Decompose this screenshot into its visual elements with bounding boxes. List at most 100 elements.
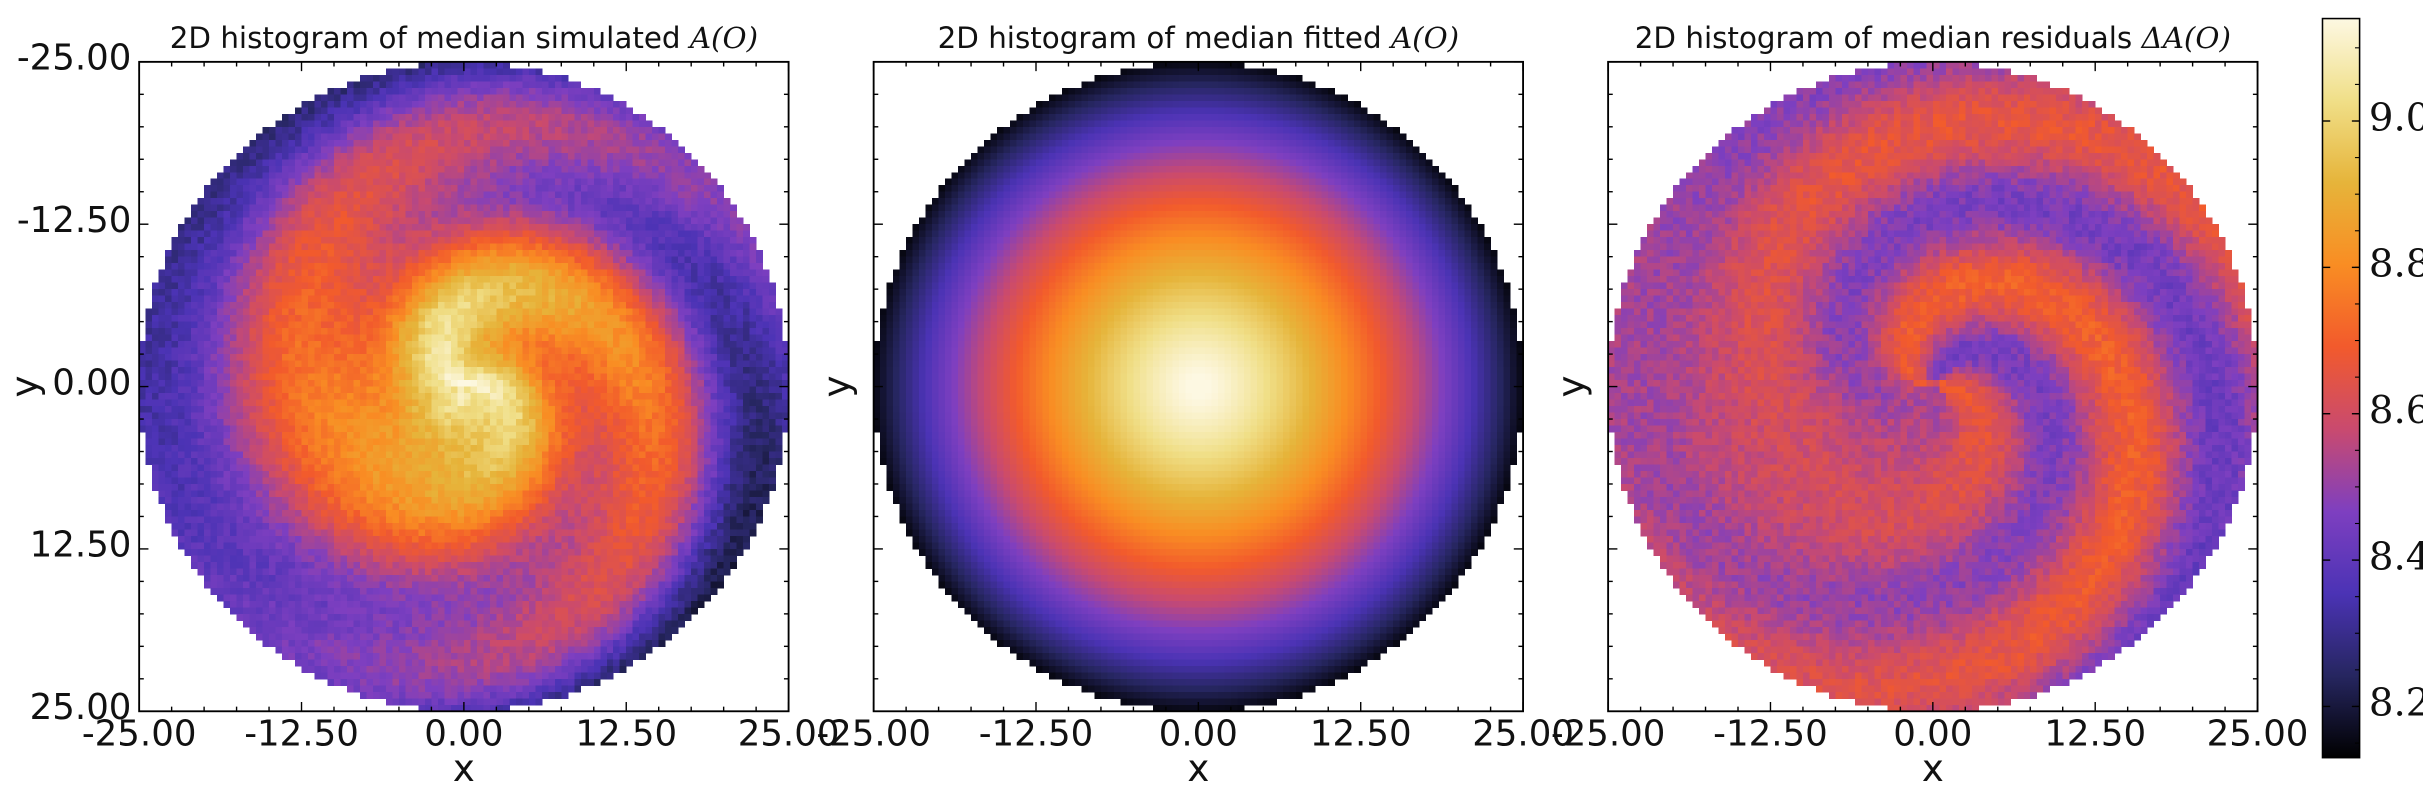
heatmap-cell (567, 126, 575, 134)
heatmap-cell (333, 146, 341, 154)
heatmap-cell (197, 412, 205, 420)
heatmap-cell (665, 269, 673, 277)
heatmap-cell (353, 100, 361, 108)
heatmap-cell (424, 211, 432, 219)
heatmap-cell (470, 133, 478, 141)
heatmap-cell (665, 191, 673, 199)
heatmap-cell (398, 328, 406, 336)
heatmap-cell (353, 425, 361, 433)
heatmap-cell (756, 289, 764, 297)
heatmap-cell (314, 386, 322, 394)
heatmap-cell (567, 204, 575, 212)
heatmap-cell (314, 445, 322, 452)
heatmap-cell (457, 159, 465, 167)
heatmap-cell (327, 211, 335, 219)
heatmap-cell (496, 386, 504, 394)
heatmap-cell (509, 315, 517, 323)
heatmap-cell (262, 438, 270, 446)
heatmap-cell (450, 74, 458, 82)
heatmap-cell (243, 315, 251, 323)
heatmap-cell (184, 419, 192, 426)
heatmap-cell (639, 412, 647, 420)
heatmap-cell (483, 237, 491, 245)
heatmap-cell (775, 412, 783, 420)
heatmap-cell (418, 211, 426, 219)
heatmap-cell (269, 328, 277, 336)
heatmap-cell (769, 354, 777, 362)
heatmap-cell (756, 282, 764, 290)
heatmap-cell (217, 178, 225, 186)
heatmap-cell (541, 263, 549, 271)
heatmap-cell (418, 438, 426, 446)
heatmap-cell (606, 113, 614, 121)
heatmap-cell (385, 399, 393, 407)
heatmap-cell (652, 302, 660, 310)
heatmap-cell (282, 432, 289, 439)
heatmap-cell (444, 68, 452, 76)
heatmap-cell (665, 334, 673, 342)
heatmap-cell (509, 165, 517, 173)
heatmap-cell (496, 321, 504, 329)
heatmap-cell (489, 432, 497, 439)
heatmap-cell (379, 315, 387, 323)
heatmap-cell (463, 237, 471, 245)
heatmap-cell (502, 198, 510, 206)
heatmap-cell (483, 367, 491, 375)
heatmap-cell (444, 328, 452, 336)
heatmap-cell (184, 256, 192, 264)
heatmap-cell (217, 399, 225, 407)
heatmap-cell (340, 341, 348, 349)
heatmap-cell (541, 107, 549, 115)
heatmap-cell (645, 237, 653, 245)
heatmap-cell (762, 373, 770, 381)
heatmap-cell (314, 341, 322, 349)
heatmap-cell (204, 243, 212, 251)
heatmap-cell (314, 302, 322, 310)
heatmap-cell (580, 126, 588, 134)
heatmap-cell (321, 425, 328, 433)
heatmap-cell (613, 191, 621, 199)
heatmap-cell (282, 185, 289, 193)
heatmap-cell (204, 302, 212, 310)
heatmap-cell (515, 360, 523, 368)
heatmap-cell (385, 185, 393, 193)
heatmap-cell (301, 217, 309, 225)
heatmap-cell (515, 230, 523, 238)
heatmap-cell (600, 432, 608, 439)
heatmap-cell (418, 204, 426, 212)
heatmap-cell (262, 334, 270, 342)
heatmap-cell (197, 393, 205, 401)
heatmap-cell (256, 321, 264, 329)
heatmap-cell (749, 380, 757, 388)
heatmap-cell (437, 393, 445, 401)
heatmap-cell (372, 126, 380, 134)
heatmap-cell (405, 224, 413, 232)
heatmap-cell (600, 107, 608, 115)
heatmap-cell (359, 276, 367, 284)
heatmap-cell (230, 432, 238, 439)
heatmap-cell (483, 185, 491, 193)
heatmap-cell (431, 269, 439, 277)
heatmap-cell (587, 263, 595, 271)
heatmap-cell (346, 432, 354, 439)
heatmap-cell (509, 341, 517, 349)
heatmap-cell (314, 276, 322, 284)
heatmap-cell (600, 204, 608, 212)
heatmap-cell (353, 276, 361, 284)
heatmap-cell (509, 334, 517, 342)
heatmap-cell (424, 107, 432, 115)
heatmap-cell (230, 224, 238, 232)
heatmap-cell (528, 360, 536, 368)
heatmap-cell (256, 399, 264, 407)
heatmap-cell (450, 393, 458, 401)
heatmap-cell (470, 172, 478, 180)
heatmap-cell (236, 406, 244, 414)
heatmap-cell (282, 178, 289, 186)
heatmap-cell (619, 399, 627, 407)
heatmap-cell (152, 445, 160, 452)
heatmap-cell (535, 308, 543, 316)
heatmap-cell (437, 354, 445, 362)
heatmap-cell (327, 139, 335, 147)
heatmap-cell (554, 172, 562, 180)
heatmap-cell (632, 373, 640, 381)
